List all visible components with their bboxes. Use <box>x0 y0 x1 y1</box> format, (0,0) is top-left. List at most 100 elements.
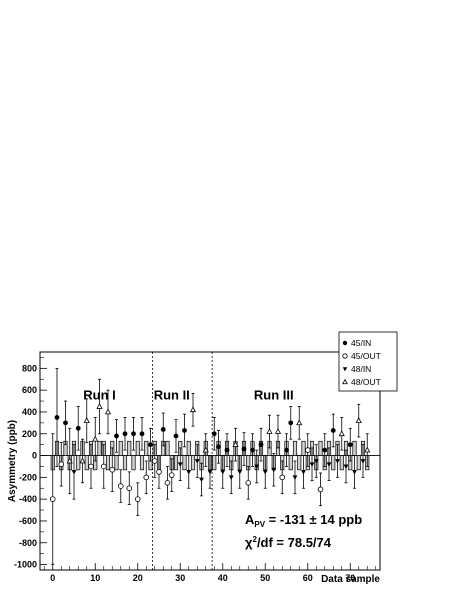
legend-markers <box>342 340 348 385</box>
x-tick-label: 10 <box>90 573 100 583</box>
marker-open-triangle-up <box>83 417 90 423</box>
data-point <box>66 427 73 495</box>
y-tick-label: 600 <box>22 385 37 395</box>
data-point <box>164 466 171 500</box>
data-point <box>151 444 158 478</box>
expected-band <box>127 440 132 456</box>
marker-filled-circle <box>216 444 221 450</box>
data-point <box>245 466 252 500</box>
x-tick-label: 60 <box>303 573 313 583</box>
marker-open-circle <box>126 485 133 492</box>
y-tick-label: -800 <box>19 538 37 548</box>
data-point <box>284 433 289 467</box>
expected-band <box>352 440 357 456</box>
expected-band <box>135 440 140 456</box>
data-point <box>364 433 371 467</box>
data-point <box>258 427 264 462</box>
marker-open-circle <box>100 463 107 470</box>
plot-frame <box>39 351 381 571</box>
marker-open-triangle-up <box>364 446 371 453</box>
expected-band <box>105 455 111 471</box>
marker-filled-triangle-down <box>309 462 315 467</box>
chi2-main: χ <box>245 535 253 550</box>
data-point <box>207 455 213 489</box>
data-point <box>88 444 94 489</box>
data-point <box>288 406 294 440</box>
marker-filled-triangle-down <box>343 464 349 470</box>
data-point <box>143 460 150 495</box>
marker-open-triangle-up <box>79 457 86 464</box>
data-point <box>96 378 103 435</box>
data-point <box>343 449 349 484</box>
run-label: Run III <box>254 388 294 403</box>
y-tick-label: 400 <box>22 407 37 417</box>
y-tick-label: 200 <box>22 429 37 439</box>
data-point <box>211 416 217 451</box>
marker-open-triangle-up <box>202 446 209 453</box>
marker-open-triangle-up <box>338 430 345 437</box>
data-point <box>271 452 277 487</box>
marker-open-triangle-up <box>96 403 103 409</box>
marker-filled-circle <box>347 442 353 448</box>
data-point <box>292 460 298 495</box>
data-point <box>296 406 303 440</box>
data-point <box>309 447 315 482</box>
marker-filled-triangle-down <box>313 459 319 464</box>
marker-filled-circle <box>250 447 255 453</box>
expected-band <box>122 455 128 471</box>
data-point <box>63 400 68 446</box>
data-point <box>71 444 77 500</box>
marker-filled-triangle-down <box>254 464 260 470</box>
data-point <box>216 430 221 464</box>
x-tick-label: 50 <box>260 573 270 583</box>
apv-subscript: PV <box>254 520 265 529</box>
marker-open-circle <box>117 483 124 489</box>
y-tick-label: -600 <box>19 516 37 526</box>
marker-filled-circle <box>284 447 289 453</box>
y-tick-label: 0 <box>32 451 37 461</box>
legend: 45/IN 45/OUT 48/IN 48/OUT <box>338 331 398 392</box>
apv-annotation: APV = -131 ± 14 ppb <box>245 512 362 529</box>
data-point <box>83 398 90 443</box>
data-point <box>360 444 366 478</box>
data-point <box>224 433 230 467</box>
marker-open-triangle-up <box>342 378 348 385</box>
data-point <box>274 414 282 449</box>
marker-filled-triangle-down <box>207 469 213 475</box>
data-point <box>355 403 362 438</box>
expected-band <box>165 440 170 456</box>
data-point <box>279 460 286 495</box>
marker-filled-triangle-down <box>71 469 77 475</box>
run-label: Run I <box>83 388 116 403</box>
marker-filled-circle <box>148 442 153 448</box>
marker-open-triangle-up <box>66 457 73 464</box>
marker-filled-triangle-down <box>177 462 183 467</box>
marker-filled-triangle-down <box>342 367 348 372</box>
marker-filled-circle <box>122 431 128 437</box>
marker-filled-circle <box>63 420 68 426</box>
marker-open-circle <box>279 474 286 481</box>
expected-band <box>84 455 89 471</box>
marker-open-triangle-up <box>296 419 303 426</box>
expected-band <box>114 455 119 471</box>
data-point <box>317 472 324 507</box>
expected-band <box>131 455 136 471</box>
data-point <box>232 427 239 462</box>
data-point <box>199 462 204 497</box>
marker-filled-triangle-down <box>335 459 340 464</box>
data-point <box>189 393 197 427</box>
data-point <box>352 455 357 489</box>
marker-open-circle <box>245 479 252 486</box>
legend-label-48-in: 48/IN <box>351 364 371 374</box>
marker-filled-triangle-down <box>360 459 366 464</box>
marker-open-circle <box>49 496 56 502</box>
expected-band <box>297 455 302 471</box>
data-point <box>49 433 56 565</box>
marker-filled-triangle-down <box>194 459 200 464</box>
x-tick-label: 30 <box>175 573 185 583</box>
marker-filled-circle <box>131 431 136 437</box>
marker-filled-circle <box>173 433 179 439</box>
marker-open-triangle-up <box>104 408 112 415</box>
marker-filled-triangle-down <box>326 462 332 467</box>
marker-open-triangle-up <box>355 417 362 423</box>
